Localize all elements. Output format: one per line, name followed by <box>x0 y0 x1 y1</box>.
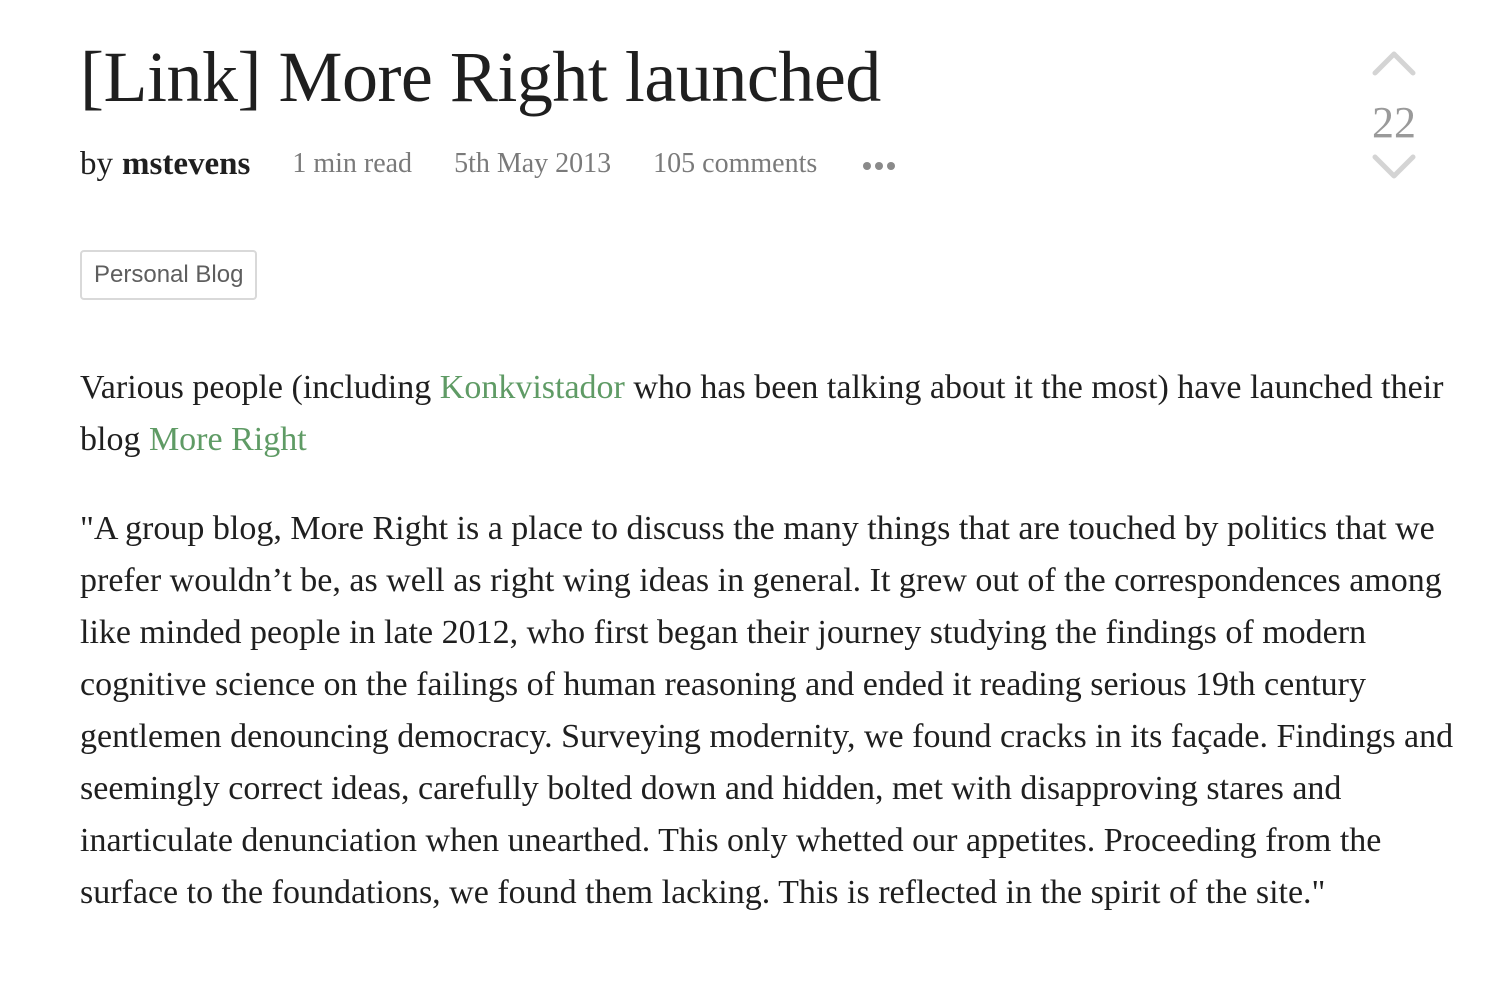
vote-score: 22 <box>1372 98 1416 147</box>
paragraph-intro: Various people (including Konkvistador w… <box>80 362 1460 466</box>
vote-widget: 22 <box>1364 40 1424 190</box>
more-horizontal-icon[interactable] <box>863 152 896 176</box>
comments-link[interactable]: 105 comments <box>653 148 818 179</box>
post-body: Various people (including Konkvistador w… <box>80 362 1460 956</box>
dot-icon <box>875 162 884 170</box>
konkvistador-link[interactable]: Konkvistador <box>439 369 625 406</box>
chevron-down-icon[interactable] <box>1372 154 1416 182</box>
read-time: 1 min read <box>292 148 413 179</box>
intro-text-middle: who has been talking about it the most) … <box>80 369 1444 458</box>
intro-text: Various people (including <box>80 369 440 406</box>
post-title: [Link] More Right launched <box>80 37 881 117</box>
dot-icon <box>863 162 872 170</box>
author-link[interactable]: mstevens <box>122 145 251 182</box>
tag-personal-blog[interactable]: Personal Blog <box>80 250 258 300</box>
chevron-up-icon[interactable] <box>1372 48 1416 76</box>
post-meta: by mstevens 1 min read 5th May 2013 105 … <box>80 140 896 188</box>
dot-icon <box>887 162 896 170</box>
post-date[interactable]: 5th May 2013 <box>454 148 612 179</box>
by-label: by <box>80 145 113 182</box>
more-right-link[interactable]: More Right <box>148 421 307 458</box>
paragraph-quote: "A group blog, More Right is a place to … <box>80 510 1454 911</box>
